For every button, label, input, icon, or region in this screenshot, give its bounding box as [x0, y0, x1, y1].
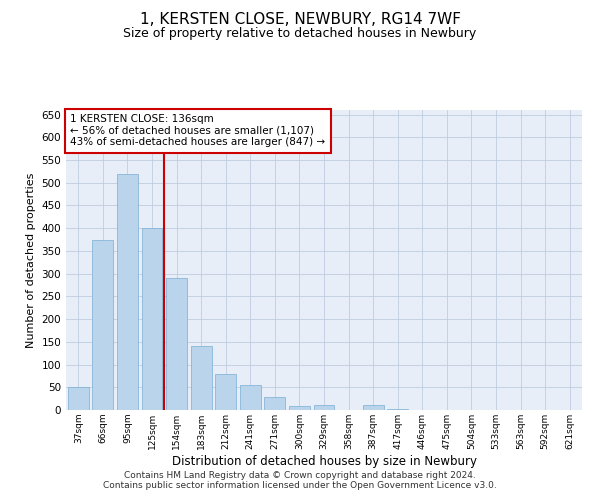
Text: 1 KERSTEN CLOSE: 136sqm
← 56% of detached houses are smaller (1,107)
43% of semi: 1 KERSTEN CLOSE: 136sqm ← 56% of detache…	[70, 114, 325, 148]
Text: 1, KERSTEN CLOSE, NEWBURY, RG14 7WF: 1, KERSTEN CLOSE, NEWBURY, RG14 7WF	[139, 12, 461, 28]
Y-axis label: Number of detached properties: Number of detached properties	[26, 172, 36, 348]
Text: Contains HM Land Registry data © Crown copyright and database right 2024.
Contai: Contains HM Land Registry data © Crown c…	[103, 470, 497, 490]
Bar	[92, 240, 113, 410]
Bar	[142, 228, 163, 410]
Text: Size of property relative to detached houses in Newbury: Size of property relative to detached ho…	[124, 28, 476, 40]
Bar	[240, 385, 261, 410]
Bar	[289, 406, 310, 410]
X-axis label: Distribution of detached houses by size in Newbury: Distribution of detached houses by size …	[172, 454, 476, 468]
Bar	[387, 409, 408, 410]
Bar	[314, 406, 334, 410]
Bar	[362, 406, 383, 410]
Bar	[215, 374, 236, 410]
Bar	[166, 278, 187, 410]
Bar	[117, 174, 138, 410]
Bar	[265, 398, 286, 410]
Bar	[191, 346, 212, 410]
Bar	[68, 388, 89, 410]
